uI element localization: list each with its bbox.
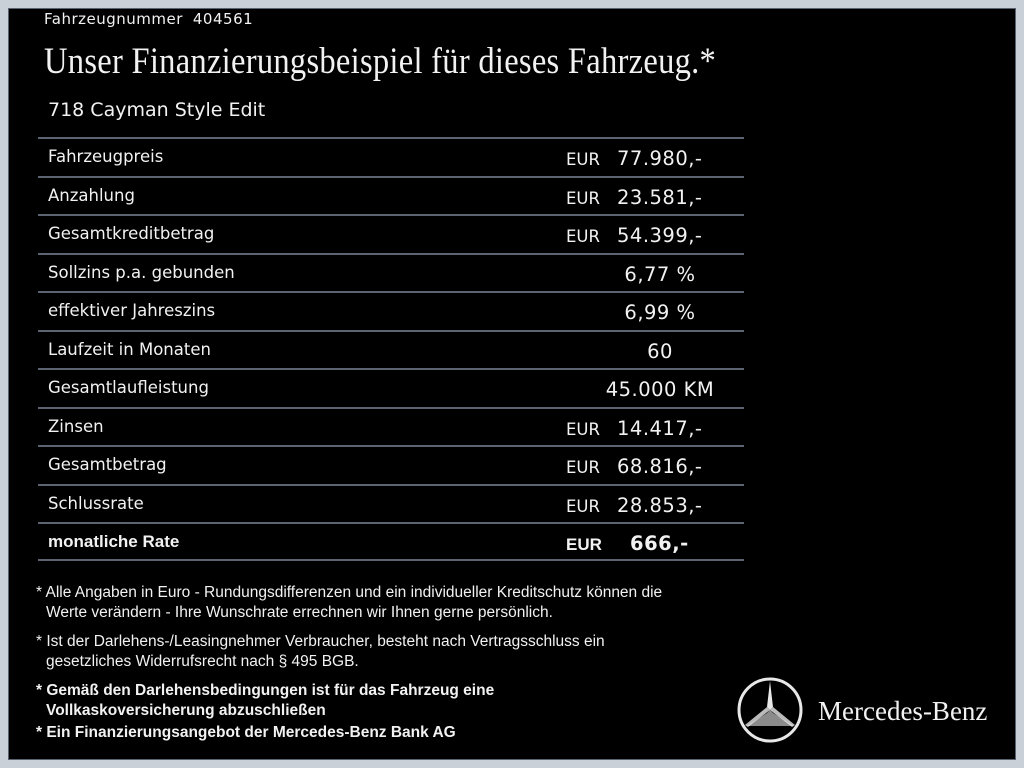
- brand-name: Mercedes-Benz: [818, 696, 988, 726]
- row-currency: EUR: [566, 188, 600, 208]
- table-row: Schlussrate EUR 28.853,-: [38, 483, 744, 523]
- row-label: Fahrzeugpreis: [48, 147, 164, 166]
- footnote: * Ein Finanzierungsangebot der Mercedes-…: [36, 723, 662, 743]
- logo-star: [737, 677, 803, 743]
- footnote-line: gesetzliches Widerrufsrecht nach § 495 B…: [46, 653, 359, 670]
- table-row: Fahrzeugpreis EUR 77.980,-: [38, 137, 744, 176]
- row-value: 60: [647, 339, 673, 363]
- table-row: Sollzins p.a. gebunden 6,77 %: [38, 252, 744, 292]
- row-label: Gesamtlaufleistung: [48, 378, 209, 397]
- table-row: effektiver Jahreszins 6,99 %: [38, 291, 744, 330]
- footnote: * Ist der Darlehens-/Leasingnehmer Verbr…: [36, 632, 662, 672]
- footnote-line: Vollkaskoversicherung abzuschließen: [46, 702, 326, 719]
- row-value: 28.853,-: [617, 493, 703, 517]
- row-value: 14.417,-: [617, 416, 703, 440]
- row-value: 666,-: [630, 532, 689, 555]
- footnote-line: * Ist der Darlehens-/Leasingnehmer Verbr…: [36, 633, 605, 650]
- footnote-line: * Ein Finanzierungsangebot der Mercedes-…: [36, 724, 456, 741]
- row-value: 6,99 %: [624, 301, 696, 324]
- row-value: 23.581,-: [617, 185, 703, 209]
- vehicle-number-value: 404561: [192, 10, 254, 28]
- vehicle-number-label: Fahrzeugnummer: [44, 10, 183, 28]
- table-row: Zinsen EUR 14.417,-: [38, 406, 744, 446]
- row-label: Schlussrate: [48, 493, 144, 513]
- row-currency: EUR: [566, 496, 600, 516]
- table-row: Anzahlung EUR 23.581,-: [38, 175, 744, 215]
- footnote-line: * Alle Angaben in Euro - Rundungsdiffere…: [36, 584, 663, 601]
- table-row: Gesamtkreditbetrag EUR 54.399,-: [38, 214, 744, 253]
- row-value: 68.816,-: [617, 455, 703, 478]
- finance-table: Fahrzeugpreis EUR 77.980,- Anzahlung EUR 23.5…: [38, 137, 744, 561]
- row-label: monatliche Rate: [48, 532, 180, 551]
- table-row: Gesamtlaufleistung 45.000 KM: [38, 368, 744, 407]
- model: 718 Cayman Style Edit: [48, 99, 266, 121]
- footnote-line: * Gemäß den Darlehensbedingungen ist für…: [36, 682, 495, 699]
- table-row: Gesamtbetrag EUR 68.816,-: [38, 445, 744, 484]
- row-currency: EUR: [566, 458, 600, 477]
- row-value: 6,77 %: [624, 262, 696, 286]
- footnote: * Gemäß den Darlehensbedingungen ist für…: [36, 681, 662, 721]
- row-label: Sollzins p.a. gebunden: [48, 262, 235, 282]
- row-currency: EUR: [566, 419, 600, 439]
- table-row: Laufzeit in Monaten 60: [38, 329, 744, 369]
- footnote-line: Werte verändern - Ihre Wunschrate errech…: [46, 604, 553, 621]
- row-value: 45.000 KM: [605, 378, 715, 401]
- row-label: Anzahlung: [48, 185, 135, 205]
- row-label: Laufzeit in Monaten: [48, 339, 211, 359]
- title: Unser Finanzierungsbeispiel für dieses F…: [44, 41, 717, 82]
- row-value: 54.399,-: [617, 224, 703, 247]
- row-currency: EUR: [566, 150, 600, 169]
- footnote: * Alle Angaben in Euro - Rundungsdiffere…: [36, 583, 662, 623]
- row-label: Gesamtkreditbetrag: [48, 224, 215, 243]
- row-value: 77.980,-: [617, 147, 703, 170]
- row-label: Zinsen: [48, 416, 104, 436]
- row-currency: EUR: [566, 535, 602, 554]
- row-currency: EUR: [566, 227, 600, 246]
- footnotes: * Alle Angaben in Euro - Rundungsdiffere…: [36, 583, 662, 745]
- row-label: effektiver Jahreszins: [48, 301, 216, 320]
- vehicle-number: Fahrzeugnummer 404561: [44, 10, 253, 28]
- table-row: monatliche Rate EUR 666,-: [38, 522, 744, 561]
- background: [8, 8, 1016, 760]
- row-label: Gesamtbetrag: [48, 455, 167, 474]
